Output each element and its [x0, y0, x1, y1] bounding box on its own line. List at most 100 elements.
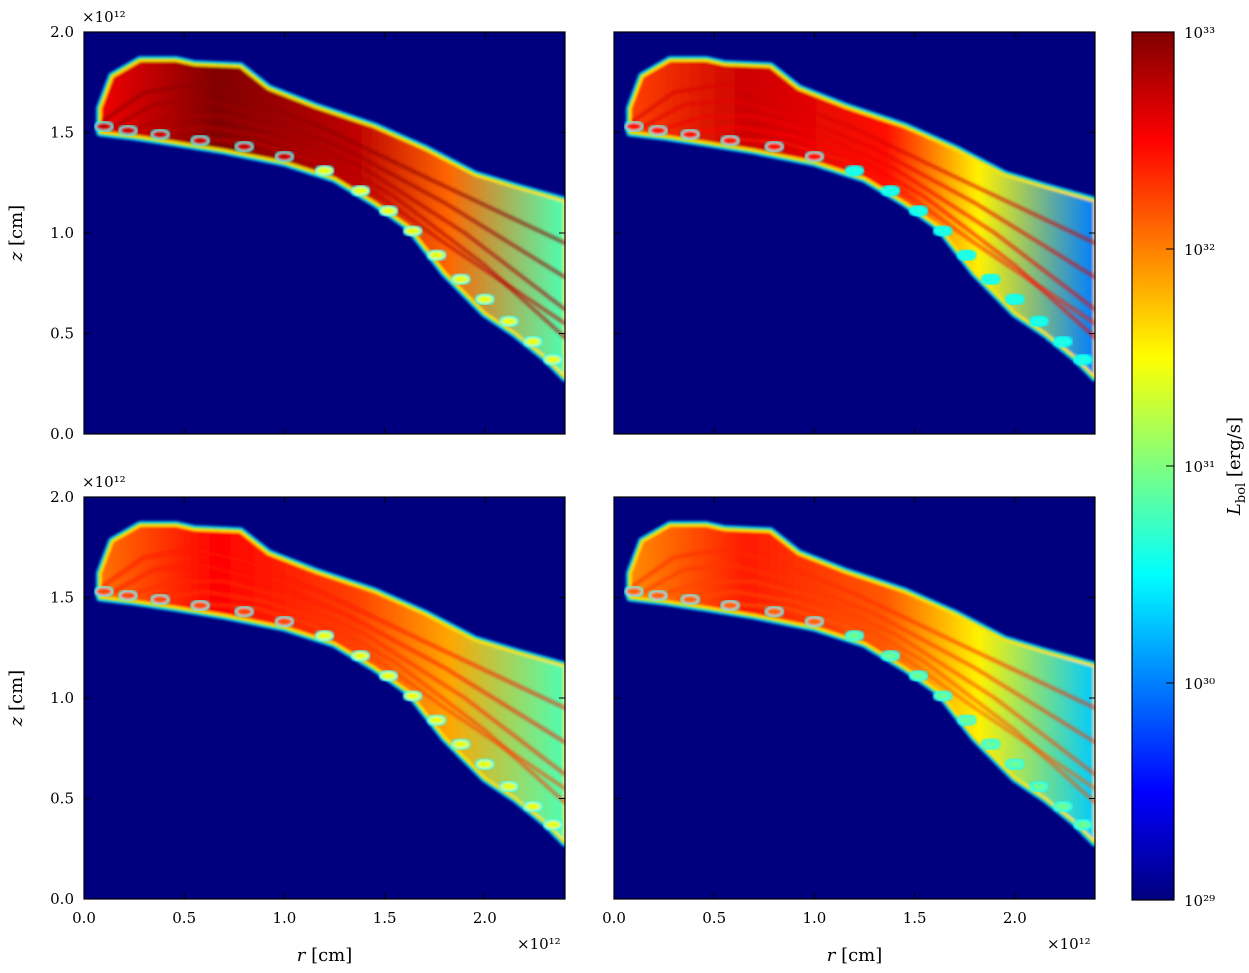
streak	[656, 114, 1095, 312]
rim-lump	[350, 649, 371, 662]
rim-lump	[844, 164, 865, 177]
rim-lump	[624, 120, 644, 133]
colorbar-tick-label: 10³¹	[1184, 458, 1215, 476]
rim-lump	[1028, 315, 1049, 328]
rim-lump	[543, 353, 563, 366]
rim-lump	[474, 293, 495, 306]
x-multiplier: ×10¹²	[517, 935, 561, 953]
rim-lump	[234, 605, 255, 618]
y-tick-label: 1.5	[50, 589, 74, 607]
rim-lump	[314, 629, 335, 642]
rim-lump	[844, 629, 865, 642]
x-tick-label: 1.5	[903, 909, 927, 927]
colorbar-tick-label: 10²⁹	[1184, 892, 1215, 910]
x-tick-label: 0.5	[172, 909, 196, 927]
rim-lump	[350, 184, 371, 197]
rim-lump	[190, 599, 211, 612]
streak	[642, 98, 1095, 280]
streak	[152, 589, 565, 805]
rim-lump	[190, 134, 211, 147]
panel-bottom-left: 0.0 0.5 1.0 1.5 2.0 0.0 0.5 1.0 1.5 2.0 z [cm] r [c…	[6, 473, 566, 966]
x-tick-label: 1.5	[373, 909, 397, 927]
rim-lump	[274, 150, 295, 163]
rim-lump	[378, 204, 399, 217]
rim-lump	[402, 225, 423, 237]
rim-lump	[522, 335, 543, 348]
rim-lump	[908, 204, 929, 217]
rim-lump	[648, 124, 669, 137]
y-multiplier: ×10¹²	[82, 473, 126, 491]
rim-lump	[764, 605, 785, 618]
streak	[642, 563, 1095, 745]
y-tick-label: 2.0	[50, 23, 74, 41]
rim-lump	[804, 615, 825, 628]
rim-lump	[94, 585, 114, 598]
x-tick-label: 1.0	[272, 909, 296, 927]
streak	[126, 114, 565, 312]
rim-lump	[908, 669, 929, 682]
x-tick-label: 0.0	[602, 909, 626, 927]
y-tick-label: 0.5	[50, 790, 74, 808]
y-axis-label: z [cm]	[6, 670, 27, 727]
x-axis-label: r [cm]	[827, 945, 883, 966]
rim-lump	[522, 800, 543, 813]
y-multiplier: ×10¹²	[82, 8, 126, 26]
panels-layer: 0.0 0.5 1.0 1.5 2.0 z [cm] ×10¹² 0.0 0.5 1.0 1.5 2.…	[6, 8, 1096, 966]
streak	[126, 579, 565, 777]
colorbar-tick-label: 10³⁰	[1184, 675, 1215, 693]
rim-lump	[880, 184, 901, 197]
colorbar-label: Lbol [erg/s]	[1224, 417, 1249, 516]
rim-lump	[1028, 780, 1049, 793]
rim-lump	[234, 140, 255, 153]
streak	[632, 82, 1095, 246]
rim-lump	[314, 164, 335, 177]
rim-lump	[624, 585, 644, 598]
rim-lump	[426, 714, 447, 727]
rim-lump	[426, 249, 447, 262]
rim-lump	[1004, 758, 1025, 771]
rim-lump	[956, 714, 977, 727]
y-tick-label: 0.0	[50, 890, 74, 908]
colorbar-tick-label: 10³³	[1184, 24, 1215, 42]
rim-lump	[648, 589, 669, 602]
y-tick-label: 0.0	[50, 425, 74, 443]
rim-lump	[118, 124, 139, 137]
rim-lump	[980, 738, 1001, 751]
x-tick-label: 2.0	[1003, 909, 1027, 927]
rim-lump	[804, 150, 825, 163]
streak	[632, 547, 1095, 710]
heatmap-field	[94, 521, 565, 847]
y-tick-label: 1.0	[50, 689, 74, 707]
streak	[682, 124, 1095, 340]
rim-lump	[402, 690, 423, 702]
rim-lump	[764, 140, 785, 153]
panel-top-left: 0.0 0.5 1.0 1.5 2.0 z [cm] ×10¹²	[6, 8, 566, 443]
streak	[102, 82, 565, 246]
x-axis-label: r [cm]	[297, 945, 353, 966]
rim-lump	[498, 780, 519, 793]
heatmap-field	[624, 521, 1095, 847]
rim-lump	[880, 649, 901, 662]
rim-lump	[543, 818, 563, 831]
rim-lump	[932, 225, 953, 237]
rim-lump	[498, 315, 519, 328]
rim-lump	[378, 669, 399, 682]
rim-lump	[720, 134, 741, 147]
rim-lump	[150, 593, 171, 606]
x-tick-label: 2.0	[473, 909, 497, 927]
y-tick-label: 1.0	[50, 224, 74, 242]
y-axis-label: z [cm]	[6, 205, 27, 262]
streak	[152, 124, 565, 340]
streak	[112, 98, 565, 280]
streak	[656, 579, 1095, 777]
colorbar: 10²⁹ 10³⁰ 10³¹ 10³² 10³³ Lbol [erg/s]	[1131, 24, 1249, 910]
rim-lump	[274, 615, 295, 628]
rim-lump	[1004, 293, 1025, 306]
rim-lump	[932, 690, 953, 702]
rim-lump	[150, 128, 171, 141]
rim-lump	[94, 120, 114, 133]
rim-lump	[474, 758, 495, 771]
rim-lump	[1052, 335, 1073, 348]
streak	[682, 589, 1095, 805]
heatmap-field	[624, 56, 1095, 382]
